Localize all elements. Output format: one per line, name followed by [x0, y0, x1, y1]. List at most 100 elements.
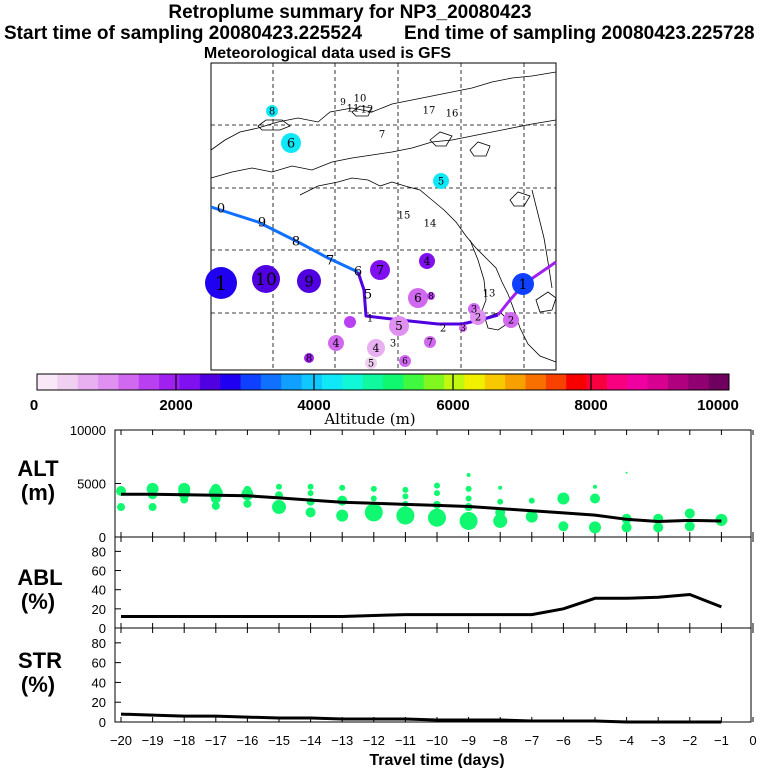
map-plume-circle: [512, 273, 534, 295]
map-plume-circle: [370, 260, 390, 280]
colorbar-cell: [708, 374, 730, 390]
alt-plume-point: [625, 471, 628, 474]
alt-plume-point: [370, 495, 377, 502]
colorbar-cell: [545, 374, 567, 390]
alt-plume-point: [493, 513, 508, 528]
map-day-label: 9: [258, 216, 266, 231]
alt-ylabel-unit: (m): [21, 480, 55, 505]
alt-plume-point: [466, 472, 471, 477]
map-day-label: 7: [379, 130, 385, 141]
map-day-label: 8: [292, 235, 300, 250]
alt-plume-point: [370, 485, 377, 492]
alt-plume-point: [336, 509, 349, 522]
map-day-label: 6: [402, 357, 408, 367]
abl-ytick: 40: [92, 583, 106, 598]
map-plume-circle: [419, 253, 435, 269]
alt-plume-point: [465, 495, 472, 502]
colorbar-cell: [606, 374, 628, 390]
x-tick-label: −6: [556, 733, 571, 748]
map-plume-circle: [424, 336, 436, 348]
colorbar: 0 2000 4000 6000 8000 10000 Altitude (m): [30, 373, 739, 428]
map-day-label: 3: [390, 339, 396, 350]
colorbar-cell: [464, 374, 486, 390]
str-ytick: 60: [92, 656, 106, 671]
alt-plume-point: [434, 490, 440, 497]
colorbar-cell: [362, 374, 384, 390]
map-day-label: 10: [354, 94, 367, 105]
alt-ytick: 10000: [70, 423, 106, 438]
alt-plume-point: [339, 484, 346, 491]
map-day-label: 8: [428, 292, 434, 302]
x-tick-label: −2: [682, 733, 697, 748]
alt-plume-point: [498, 485, 503, 490]
map-day-label: 17: [423, 106, 436, 117]
alt-plume-point: [241, 488, 254, 501]
map-day-label: 11: [347, 104, 360, 115]
colorbar-cell: [403, 374, 425, 390]
map-day-label: 1: [215, 271, 228, 295]
alt-plume-point: [307, 490, 314, 497]
colorbar-cell: [321, 374, 343, 390]
x-tick-label: −1: [714, 733, 729, 748]
abl-ytick: 20: [92, 602, 106, 617]
x-tick-label: −17: [205, 733, 227, 748]
map-day-label: 1: [519, 277, 528, 293]
str-ytick: 20: [92, 695, 106, 710]
map-plume-circle: [459, 324, 467, 332]
x-tick-label: −12: [363, 733, 385, 748]
colorbar-tick: 0: [30, 397, 38, 414]
x-tick-label: −15: [268, 733, 290, 748]
map-day-label: 1: [367, 314, 373, 325]
map-day-label: 4: [373, 342, 380, 355]
colorbar-tick: 8000: [574, 397, 607, 414]
map-plume-circle: [399, 355, 411, 367]
met-data-note: Meteorological data used is GFS: [203, 45, 452, 62]
alt-plume-point: [653, 522, 664, 533]
alt-ylabel: ALT: [17, 456, 59, 481]
colorbar-cell: [57, 374, 79, 390]
str-ylabel: STR: [18, 648, 62, 673]
alt-plume-point: [272, 500, 286, 515]
x-tick-label: −8: [493, 733, 508, 748]
map-day-label: 5: [368, 359, 374, 370]
alt-plume-points: [116, 471, 728, 534]
colorbar-tick: 6000: [436, 397, 469, 414]
alt-plume-point: [621, 522, 632, 533]
map-plume-circle: [470, 309, 486, 325]
map-day-label: 7: [376, 264, 384, 279]
colorbar-frame: [36, 373, 730, 391]
map-plume-circle: [427, 292, 435, 300]
colorbar-cell: [118, 374, 140, 390]
alt-plume-point: [558, 521, 569, 532]
start-time: Start time of sampling 20080423.225524: [4, 23, 363, 44]
alt-plume-point: [180, 495, 189, 504]
str-frame: [114, 627, 752, 723]
map-day-label: 2: [475, 313, 481, 324]
map-plume-circle: [297, 269, 321, 293]
colorbar-cell: [484, 374, 506, 390]
alt-plume-point: [465, 485, 472, 492]
map-day-label: 2: [440, 324, 446, 335]
x-tick-label: −14: [300, 733, 322, 748]
map-day-label: 9: [340, 98, 346, 108]
map-day-label: 9: [304, 272, 314, 290]
map-plume-circle: [503, 312, 519, 328]
abl-ytick: 0: [99, 621, 106, 636]
colorbar-cell: [220, 374, 242, 390]
colorbar-cell: [383, 374, 404, 390]
alt-plume-point: [459, 511, 478, 530]
map-day-label: 5: [438, 177, 444, 188]
alt-plume-point: [684, 521, 695, 532]
str-ytick: 0: [99, 715, 106, 730]
x-tick-label: −18: [173, 733, 195, 748]
map-day-label: 4: [424, 255, 431, 268]
map-plume-circle: [252, 265, 280, 293]
x-tick-label: −7: [524, 733, 539, 748]
map-plume-circle: [389, 316, 409, 336]
map-plume-circle: [433, 173, 449, 189]
colorbar-tick: 10000: [697, 397, 739, 414]
str-ytick: 80: [92, 636, 106, 651]
alt-plume-point: [148, 503, 157, 512]
colorbar-cell: [627, 374, 649, 390]
